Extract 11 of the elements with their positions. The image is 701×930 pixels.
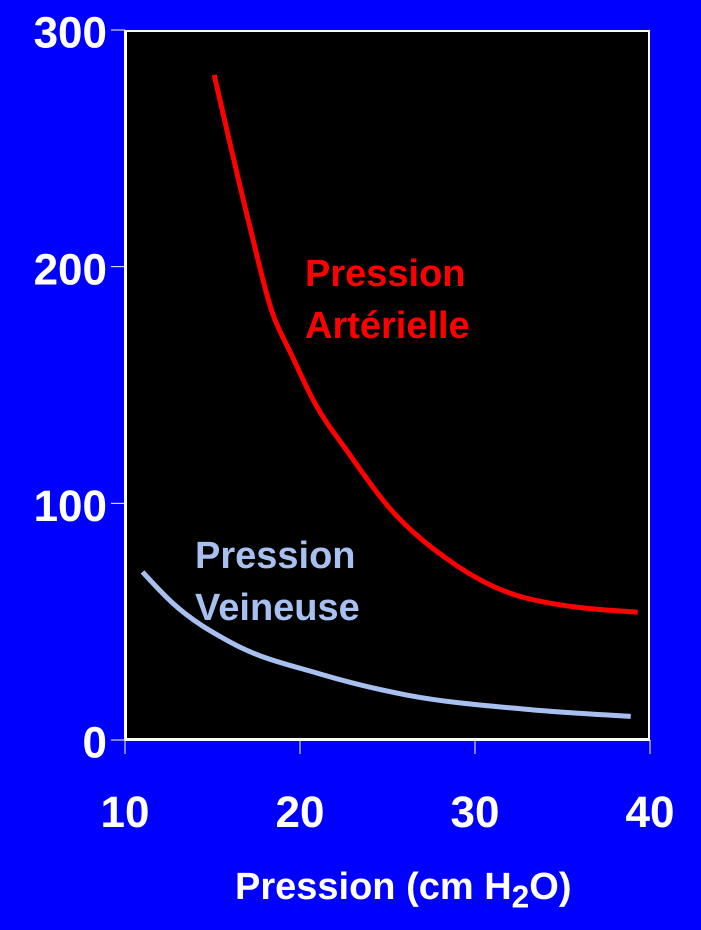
x-axis-title: Pression (cm H$_{2}$O) <box>235 866 572 916</box>
y-tick-label: 300 <box>34 8 107 58</box>
y-tick-label: 100 <box>34 482 107 531</box>
x-tick-label: 30 <box>450 788 500 838</box>
series-label: Pression Veineuse <box>195 534 361 631</box>
x-tick-label: 10 <box>100 788 150 838</box>
y-tick-label: 0 <box>82 718 107 768</box>
series-label: Pression Artérielle <box>305 252 471 349</box>
x-tick-label: 20 <box>276 788 324 838</box>
x-tick-label: 40 <box>626 788 674 838</box>
y-tick-label: 200 <box>34 245 107 294</box>
